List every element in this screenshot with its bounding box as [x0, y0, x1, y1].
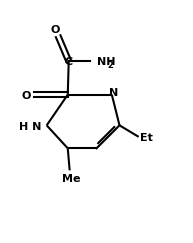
Text: C: C: [65, 57, 73, 67]
Text: Me: Me: [62, 174, 81, 184]
Text: O: O: [22, 91, 31, 101]
Text: Et: Et: [140, 133, 153, 143]
Text: H N: H N: [19, 122, 41, 132]
Text: O: O: [51, 26, 60, 35]
Text: NH: NH: [97, 57, 116, 67]
Text: N: N: [109, 88, 118, 98]
Text: 2: 2: [107, 61, 113, 70]
